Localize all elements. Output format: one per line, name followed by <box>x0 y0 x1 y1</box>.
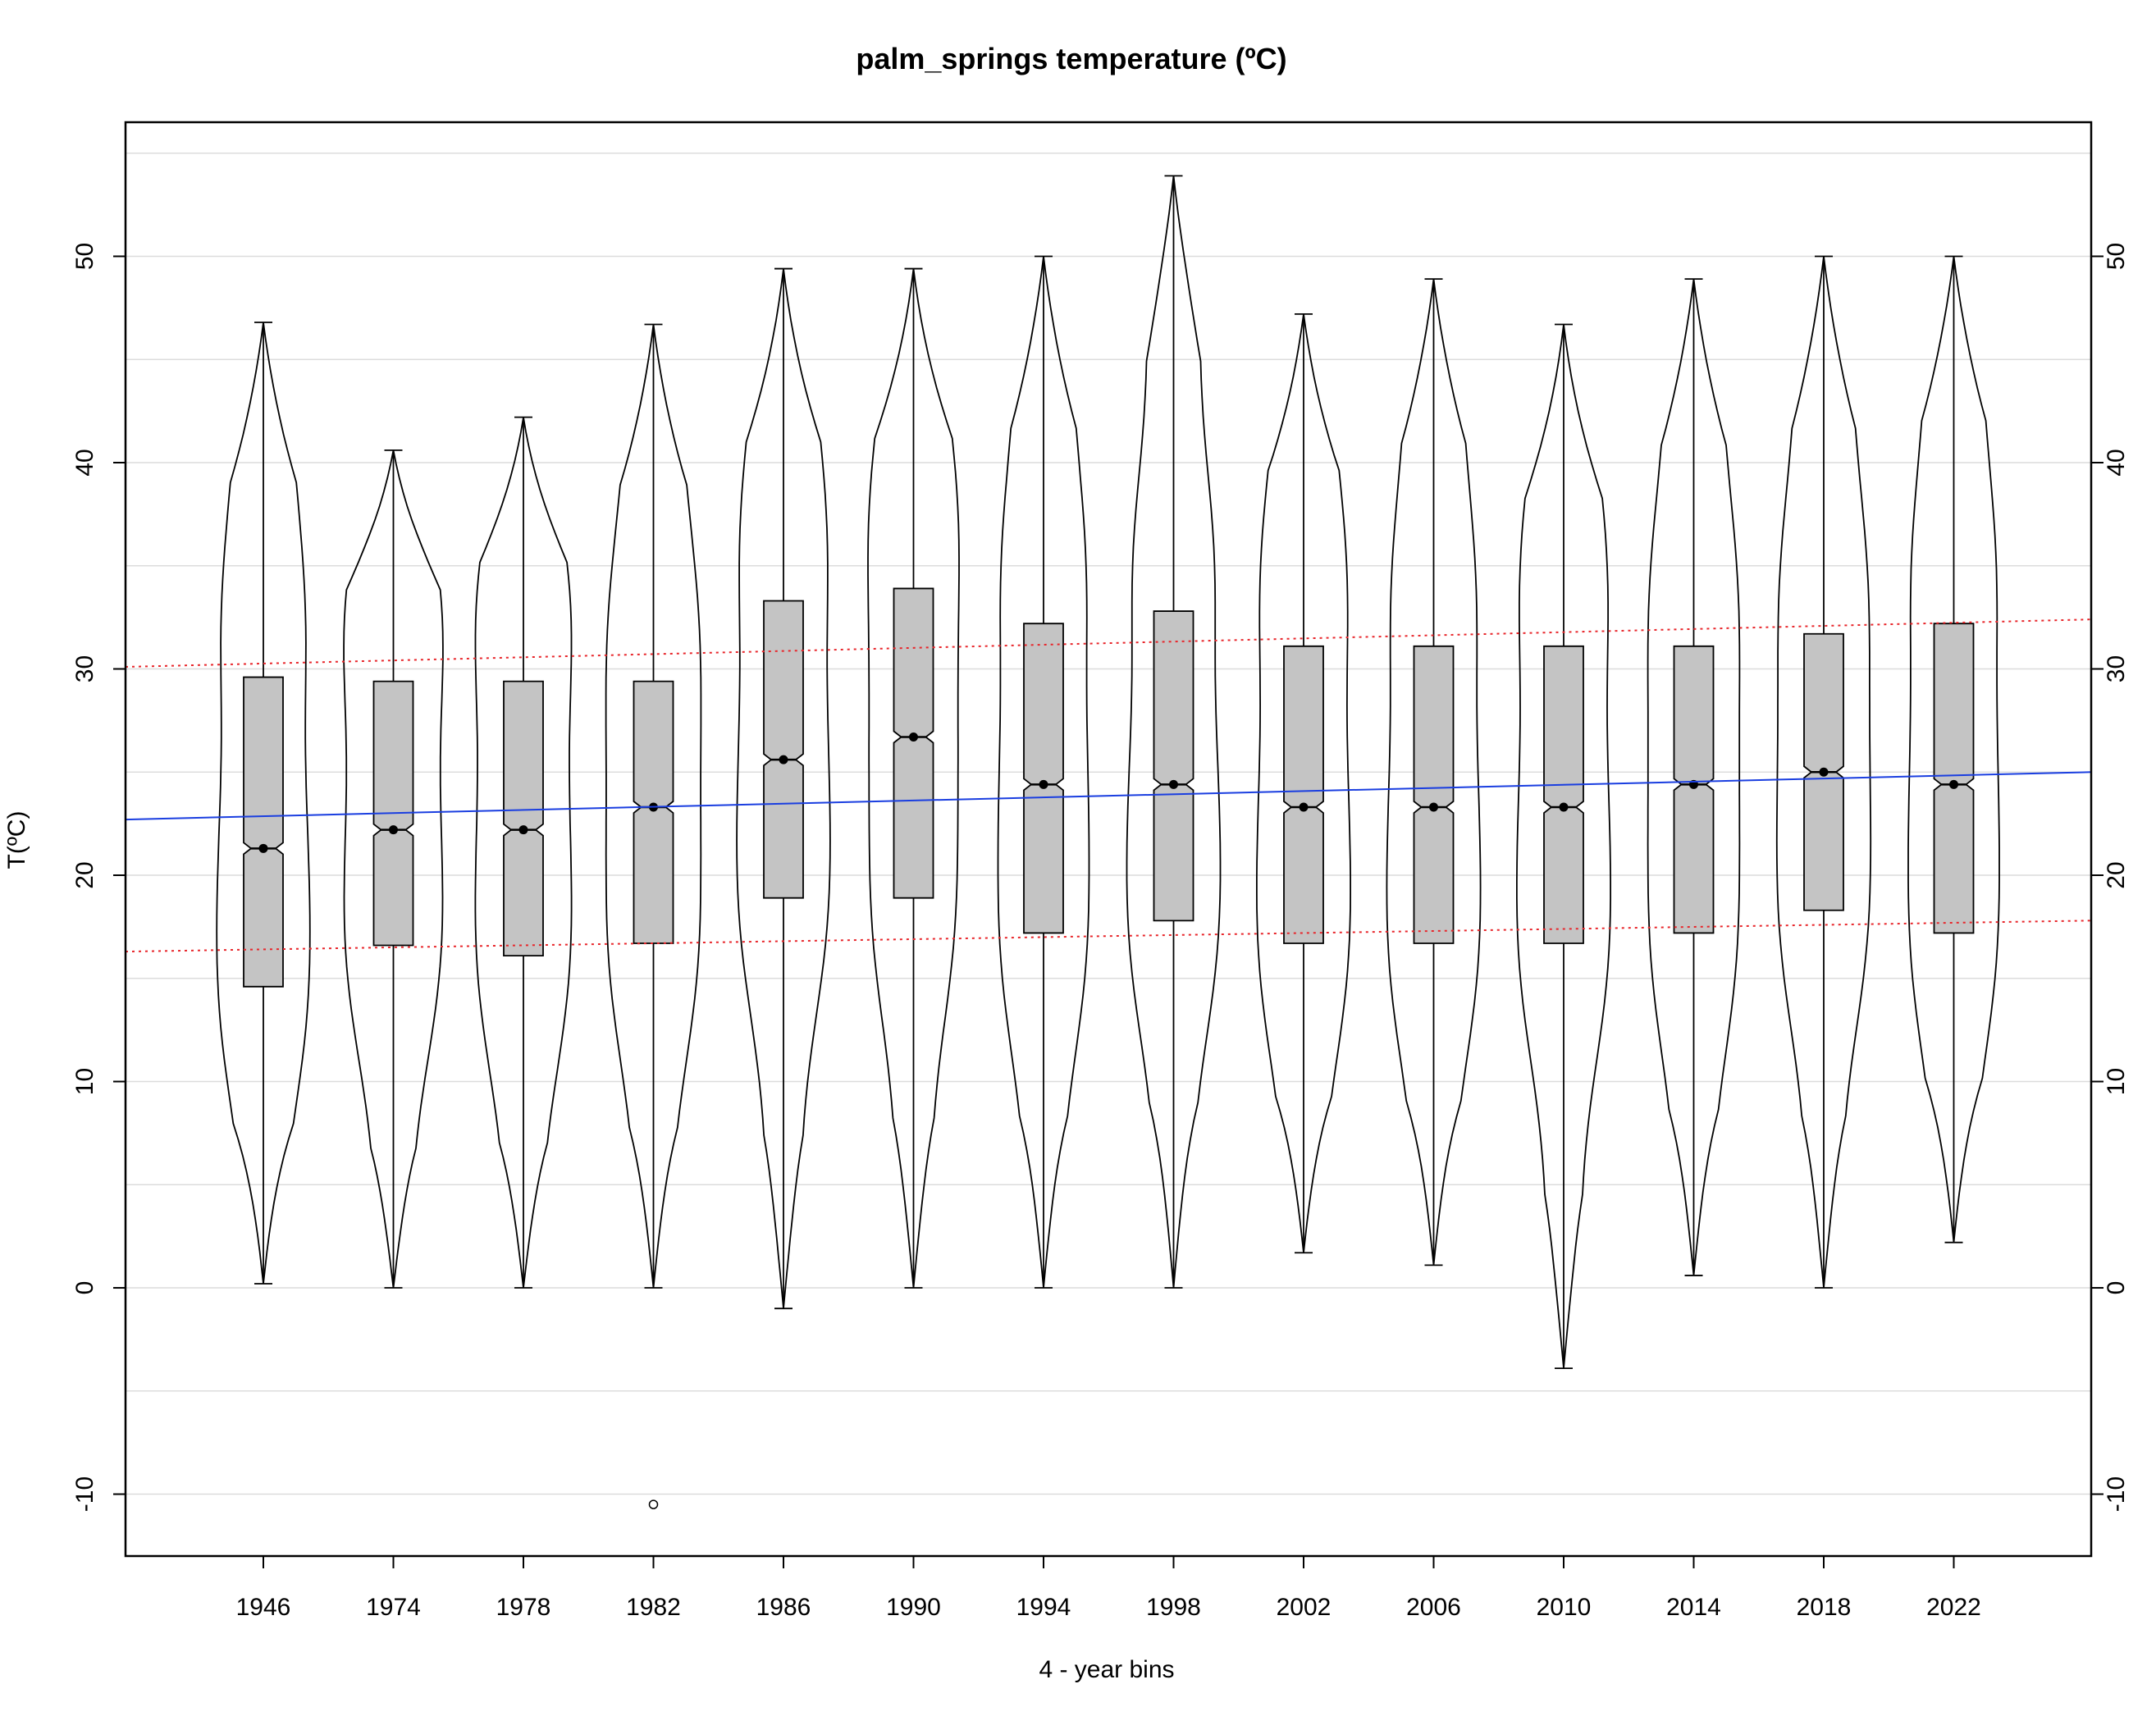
box-1986 <box>763 267 804 1310</box>
x-tick-label: 2010 <box>1537 1594 1592 1621</box>
box-2006 <box>1413 278 1455 1266</box>
y-tick-label: 50 <box>71 243 98 270</box>
box-body <box>1933 623 1975 934</box>
box-body <box>1283 645 1324 944</box>
median-point <box>1429 802 1438 812</box>
box-body <box>1543 645 1584 944</box>
median-point <box>779 755 788 764</box>
y-tick-label: 20 <box>71 861 98 888</box>
box-body <box>243 676 284 988</box>
boxplots <box>243 175 1975 1509</box>
box-1998 <box>1153 175 1194 1289</box>
plot-frame <box>124 121 2093 1558</box>
trend-line-0 <box>125 771 2092 821</box>
y-tick-label-right: 50 <box>2103 243 2130 270</box>
gridlines <box>126 152 2091 1495</box>
box-1990 <box>893 267 934 1289</box>
median-point <box>1299 802 1309 812</box>
box-body <box>1023 623 1064 934</box>
x-tick-label: 1998 <box>1146 1594 1201 1621</box>
x-tick-label: 2022 <box>1926 1594 1981 1621</box>
axes: -10 -10 0 0 10 10 20 20 30 30 40 40 50 50 1946 1974 1978… <box>71 243 2130 1621</box>
y-tick-label-right: 30 <box>2103 655 2130 682</box>
box-body <box>503 680 544 956</box>
median-point <box>389 825 398 835</box>
box-1974 <box>372 450 414 1289</box>
median-point <box>1559 802 1569 812</box>
x-tick-label: 2002 <box>1277 1594 1332 1621</box>
y-tick-label: 10 <box>71 1068 98 1095</box>
box-1982 <box>633 323 674 1509</box>
box-2002 <box>1283 313 1324 1254</box>
y-tick-label: 30 <box>71 655 98 682</box>
x-tick-label: 1978 <box>496 1594 551 1621</box>
y-tick-label: 40 <box>71 449 98 476</box>
box-2022 <box>1933 255 1975 1244</box>
median-point <box>1169 779 1178 789</box>
x-tick-label: 1986 <box>756 1594 811 1621</box>
box-body <box>1673 645 1715 934</box>
box-body <box>1413 645 1455 944</box>
box-body <box>893 587 934 899</box>
box-2014 <box>1673 278 1715 1276</box>
box-body <box>633 680 674 944</box>
chart-title: palm_springs temperature (ºC) <box>856 42 1286 75</box>
y-tick-label-right: 40 <box>2103 449 2130 476</box>
x-tick-label: 1982 <box>626 1594 681 1621</box>
outlier-point <box>648 1499 659 1509</box>
box-body <box>763 600 804 899</box>
median-point <box>518 825 528 835</box>
x-tick-label: 2006 <box>1406 1594 1461 1621</box>
median-point <box>258 843 268 853</box>
box-1946 <box>243 322 284 1285</box>
median-point <box>1039 779 1048 789</box>
y-tick-label: -10 <box>71 1476 98 1512</box>
x-tick-label: 2014 <box>1666 1594 1721 1621</box>
x-tick-label: 1990 <box>886 1594 941 1621</box>
box-body <box>1153 610 1194 922</box>
box-1978 <box>503 416 544 1289</box>
x-tick-label: 1946 <box>236 1594 291 1621</box>
y-tick-label-right: 20 <box>2103 861 2130 888</box>
y-tick-label-right: -10 <box>2103 1476 2130 1512</box>
box-2018 <box>1803 255 1844 1289</box>
median-point <box>1819 767 1829 777</box>
trend-line-1 <box>125 618 2092 668</box>
y-tick-label-right: 10 <box>2103 1068 2130 1095</box>
trend-line-2 <box>125 920 2092 953</box>
box-2010 <box>1543 323 1584 1370</box>
box-1994 <box>1023 255 1064 1289</box>
y-axis-label: T(ºC) <box>3 811 30 869</box>
trend-lines <box>125 618 2092 953</box>
y-tick-label: 0 <box>71 1281 98 1295</box>
median-point <box>1949 779 1958 789</box>
x-tick-label: 1994 <box>1016 1594 1071 1621</box>
x-axis-label: 4 - year bins <box>1039 1656 1174 1683</box>
x-tick-label: 2018 <box>1797 1594 1852 1621</box>
y-tick-label-right: 0 <box>2103 1281 2130 1295</box>
x-tick-label: 1974 <box>366 1594 421 1621</box>
median-point <box>909 732 918 742</box>
